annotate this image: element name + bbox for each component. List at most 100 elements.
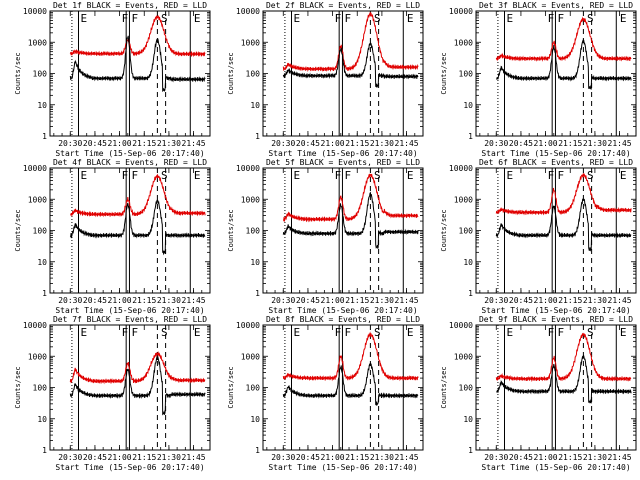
marker-label: F [122,326,129,339]
y-tick-label: 100 [246,70,261,79]
marker-label: E [506,169,513,182]
y-tick-label: 10000 [236,321,260,330]
x-tick-label: 21:30 [583,296,607,305]
panel-title: Det 6f BLACK = Events, RED = LLD [479,158,633,167]
y-axis-label: Counts/sec [440,366,448,408]
x-tick-label: 21:00 [108,296,132,305]
panel-det-9: Det 9f BLACK = Events, RED = LLD11010010… [440,315,636,472]
y-tick-label: 10000 [449,7,473,16]
marker-label: E [506,326,513,339]
x-tick-label: 20:45 [296,296,320,305]
x-tick-label: 20:45 [296,139,320,148]
x-axis-label: Start Time (15-Sep-06 20:17:40) [268,306,417,315]
marker-label: F [548,12,555,25]
x-tick-label: 21:00 [534,453,558,462]
y-tick-label: 1000 [28,352,47,361]
series-red-lld [70,353,205,384]
marker-label: F [557,12,564,25]
x-tick-label: 20:30 [58,453,82,462]
y-tick-label: 10000 [449,321,473,330]
marker-label: S [374,12,381,25]
x-tick-label: 21:30 [157,296,181,305]
y-axis-label: Counts/sec [14,52,22,94]
marker-label: F [335,326,342,339]
detector-rate-grid: Det 1f BLACK = Events, RED = LLD11010010… [0,0,640,480]
y-tick-label: 100 [33,70,48,79]
x-axis-label: Start Time (15-Sep-06 20:17:40) [55,306,204,315]
marker-label: S [587,326,594,339]
marker-label: E [293,169,300,182]
y-tick-label: 1000 [241,352,260,361]
marker-label: E [407,326,414,339]
x-axis-label: Start Time (15-Sep-06 20:17:40) [268,463,417,472]
marker-label: S [374,169,381,182]
y-axis-label: Counts/sec [14,209,22,251]
marker-label: S [161,12,168,25]
y-tick-label: 1000 [28,195,47,204]
y-tick-label: 1 [255,446,260,455]
marker-label: F [335,12,342,25]
panel-det-3: Det 3f BLACK = Events, RED = LLD 1 10 100 10… [440,1,636,158]
x-axis-label: Start Time (15-Sep-06 20:17:40) [481,306,630,315]
plot-frame [263,168,423,293]
x-tick-label: 21:00 [321,139,345,148]
plot-frame [476,168,636,293]
x-tick-label: 21:30 [157,139,181,148]
y-axis-label: Counts/sec [440,209,448,251]
y-tick-label: 1 [42,132,47,141]
y-tick-label: 100 [246,227,261,236]
x-axis-label: Start Time (15-Sep-06 20:17:40) [55,463,204,472]
marker-label: S [374,326,381,339]
y-axis-label: Counts/sec [14,366,22,408]
x-tick-label: 21:45 [182,453,206,462]
x-axis-label: Start Time (15-Sep-06 20:17:40) [481,463,630,472]
series-black-events [70,200,205,254]
y-tick-label: 1 [468,289,473,298]
x-tick-label: 21:30 [370,296,394,305]
x-tick-label: 21:30 [370,453,394,462]
y-tick-label: 10000 [23,164,47,173]
series-black-events [496,40,631,90]
y-tick-label: 10 [37,101,47,110]
y-tick-label: 1000 [454,195,473,204]
marker-label: F [335,169,342,182]
x-tick-label: 20:45 [509,453,533,462]
plot-frame [50,11,210,136]
y-axis-label: Counts/sec [227,209,235,251]
y-tick-label: 1 [468,132,473,141]
y-tick-label: 100 [459,384,474,393]
marker-label: E [407,12,414,25]
y-tick-label: 100 [246,384,261,393]
marker-label: F [131,12,138,25]
y-tick-label: 1 [255,289,260,298]
y-tick-label: 100 [459,227,474,236]
x-tick-label: 20:30 [484,296,508,305]
x-tick-label: 21:00 [108,139,132,148]
x-tick-label: 21:45 [395,453,419,462]
marker-label: E [194,326,201,339]
x-tick-label: 20:45 [296,453,320,462]
marker-label: F [557,169,564,182]
y-tick-label: 1000 [454,352,473,361]
marker-label: F [548,326,555,339]
y-tick-label: 10000 [23,7,47,16]
panel-title: Det 7f BLACK = Events, RED = LLD [53,315,207,324]
x-tick-label: 20:45 [83,453,107,462]
x-tick-label: 21:15 [558,453,582,462]
y-tick-label: 100 [459,70,474,79]
x-tick-label: 20:45 [83,139,107,148]
x-tick-label: 21:00 [108,453,132,462]
marker-label: E [293,326,300,339]
x-tick-label: 21:15 [558,296,582,305]
x-tick-label: 20:45 [83,296,107,305]
y-tick-label: 10 [463,101,473,110]
x-tick-label: 21:15 [558,139,582,148]
marker-label: F [548,169,555,182]
marker-label: F [344,12,351,25]
marker-label: F [131,326,138,339]
marker-label: S [161,326,168,339]
x-tick-label: 21:00 [534,139,558,148]
x-tick-label: 20:30 [271,453,295,462]
marker-label: E [80,326,87,339]
marker-label: F [344,169,351,182]
